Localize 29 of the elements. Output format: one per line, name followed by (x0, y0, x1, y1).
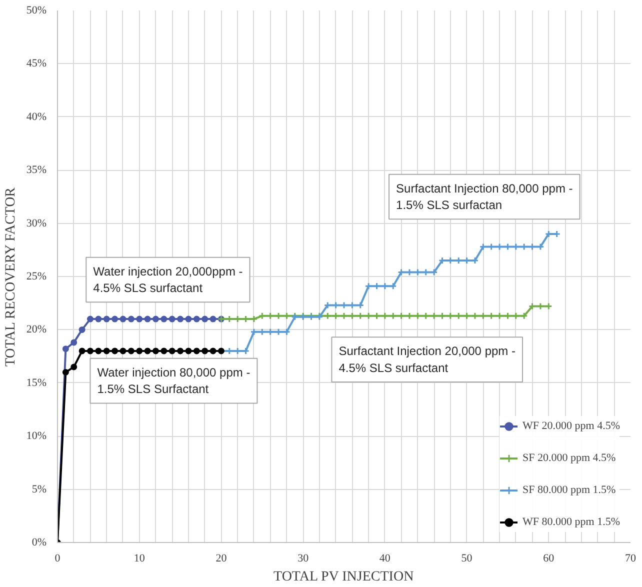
x-tick-label: 40 (379, 552, 391, 564)
legend-label: SF 20.000 ppm 4.5% (522, 452, 616, 464)
x-tick-label: 60 (543, 552, 555, 564)
x-axis-title: TOTAL PV INJECTION (274, 570, 414, 584)
legend-label: WF 20.000 ppm 4.5% (522, 420, 620, 432)
annotation: Water injection 80,000 ppm - 1.5% SLS Surfactant (97, 365, 250, 396)
x-tick-label: 50 (461, 552, 473, 564)
annotation: Water injection 20,000ppm - 4.5% SLS surfactant (93, 264, 243, 296)
y-tick-label: 35% (26, 164, 47, 176)
annotation: Surfactant Injection 80,000 ppm - 1.5% SLS surfactan (396, 181, 573, 212)
y-axis-title: TOTAL RECOVERY FACTOR (3, 186, 18, 367)
y-tick-label: 20% (26, 324, 47, 336)
y-tick-label: 40% (26, 110, 47, 123)
annotation: Surfactant Injection 20,000 ppm - 4.5% SLS surfactant (338, 344, 516, 375)
y-tick-label: 0% (32, 536, 47, 548)
x-tick-label: 30 (298, 552, 310, 564)
y-tick-label: 15% (26, 376, 47, 389)
y-tick-label: 10% (26, 430, 47, 442)
y-tick-label: 5% (32, 483, 47, 496)
legend-label: SF 80.000 ppm 1.5% (522, 484, 616, 496)
x-tick-label: 70 (625, 552, 636, 564)
x-tick-label: 0 (54, 552, 61, 564)
legend-label: WF 80.000 ppm 1.5% (522, 516, 620, 528)
y-tick-label: 50% (26, 4, 47, 16)
x-tick-label: 20 (216, 552, 228, 564)
x-tick-label: 10 (134, 552, 146, 564)
y-tick-label: 25% (26, 270, 47, 282)
y-tick-label: 45% (26, 58, 47, 70)
y-tick-label: 30% (26, 217, 47, 230)
